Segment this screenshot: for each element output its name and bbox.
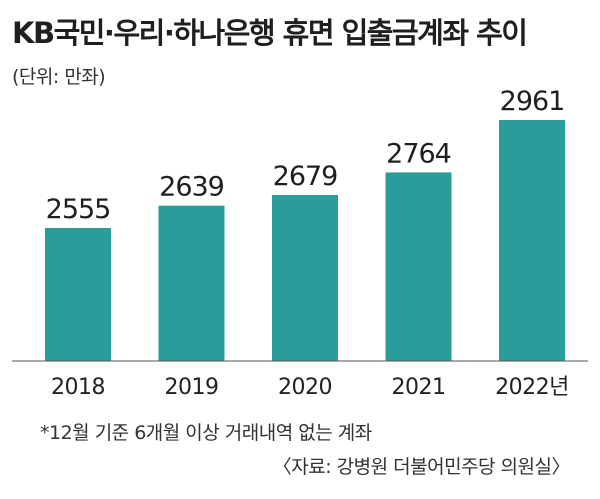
x-tick-label-2022년: 2022년: [495, 375, 569, 400]
value-label-2018: 2555: [46, 194, 111, 225]
unit-label: (단위: 만좌): [12, 66, 106, 88]
source-note: 〈자료: 강병원 더불어민주당 의원실〉: [272, 456, 571, 478]
x-tick-label-2018: 2018: [51, 375, 105, 400]
value-label-2022년: 2961: [500, 86, 565, 117]
bar-2019: [158, 205, 225, 361]
x-tick-label-2020: 2020: [278, 375, 332, 400]
x-tick-label-2021: 2021: [392, 375, 446, 400]
bar-2022년: [499, 120, 565, 361]
value-label-2020: 2679: [273, 161, 338, 192]
bar-2020: [272, 195, 338, 361]
value-label-2019: 2639: [159, 172, 224, 203]
chart-title: KB국민·우리·하나은행 휴면 입출금계좌 추이: [12, 16, 528, 50]
bar-2018: [45, 228, 111, 361]
bar-2021: [385, 172, 452, 361]
value-label-2021: 2764: [386, 138, 451, 169]
footnote: *12월 기준 6개월 이상 거래내역 없는 계좌: [40, 422, 372, 444]
x-tick-label-2019: 2019: [165, 375, 219, 400]
